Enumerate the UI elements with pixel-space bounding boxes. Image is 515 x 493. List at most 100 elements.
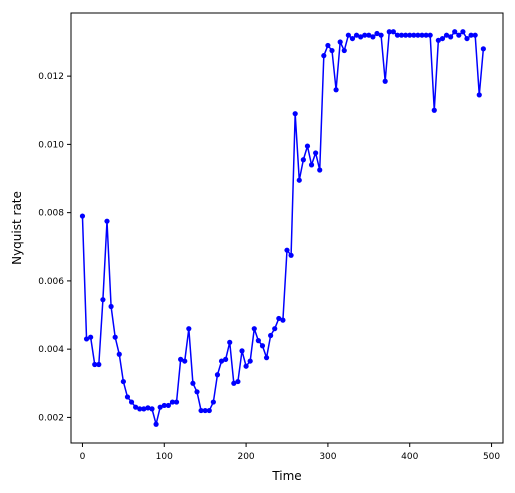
data-point bbox=[149, 406, 155, 412]
data-point bbox=[296, 177, 302, 183]
data-point bbox=[468, 32, 474, 38]
data-point bbox=[411, 32, 417, 38]
data-point bbox=[390, 29, 396, 35]
data-point bbox=[190, 380, 196, 386]
data-point bbox=[100, 297, 106, 303]
data-point bbox=[345, 32, 351, 38]
data-point bbox=[79, 213, 86, 219]
data-point bbox=[480, 46, 486, 52]
data-point bbox=[464, 35, 470, 42]
data-point bbox=[223, 356, 229, 362]
y-tick-label: 0.012 bbox=[38, 72, 64, 82]
data-point bbox=[448, 34, 454, 40]
data-point bbox=[370, 34, 376, 40]
data-point bbox=[435, 37, 441, 43]
data-point bbox=[141, 406, 147, 412]
axis-ticks: 0 100 200 300 400 500 0.002 0.004 0.006 0.008 0.01… bbox=[38, 72, 500, 462]
data-point bbox=[186, 326, 192, 332]
data-point bbox=[407, 32, 413, 38]
y-tick-label: 0.010 bbox=[38, 140, 64, 150]
data-point bbox=[272, 326, 278, 332]
data-point bbox=[83, 336, 90, 342]
data-point bbox=[423, 32, 429, 38]
data-point bbox=[198, 407, 204, 414]
data-point bbox=[460, 29, 466, 35]
data-point bbox=[247, 358, 253, 364]
x-tick-label: 0 bbox=[80, 452, 86, 462]
data-point bbox=[431, 107, 437, 113]
data-point bbox=[92, 361, 98, 368]
x-tick-label: 500 bbox=[483, 452, 500, 462]
data-point bbox=[214, 372, 221, 378]
data-point bbox=[194, 389, 200, 395]
data-point bbox=[419, 32, 425, 38]
data-point bbox=[276, 315, 282, 322]
data-point bbox=[243, 363, 249, 369]
series-layer bbox=[79, 29, 486, 427]
data-point bbox=[239, 348, 245, 354]
data-point bbox=[403, 32, 409, 38]
data-point bbox=[206, 407, 212, 414]
data-point bbox=[308, 162, 315, 168]
data-point bbox=[362, 32, 368, 38]
data-point bbox=[333, 87, 339, 93]
data-point bbox=[210, 399, 216, 405]
data-point bbox=[124, 394, 131, 400]
data-point bbox=[292, 111, 298, 117]
data-point bbox=[284, 247, 290, 253]
data-point bbox=[202, 407, 208, 414]
data-point bbox=[394, 32, 401, 38]
data-point bbox=[227, 339, 233, 345]
data-point bbox=[386, 29, 392, 35]
y-tick-label: 0.006 bbox=[38, 277, 64, 287]
data-point bbox=[358, 34, 364, 40]
data-point bbox=[133, 404, 139, 410]
data-point bbox=[325, 42, 331, 49]
data-point bbox=[300, 157, 306, 163]
data-point bbox=[116, 351, 122, 357]
data-point bbox=[218, 358, 225, 364]
data-point bbox=[268, 332, 274, 339]
data-point bbox=[415, 32, 421, 38]
data-point bbox=[259, 343, 266, 349]
y-tick-label: 0.008 bbox=[38, 209, 64, 219]
data-point bbox=[456, 32, 462, 38]
data-point bbox=[169, 399, 176, 405]
data-point bbox=[443, 32, 450, 38]
data-point bbox=[157, 404, 163, 410]
data-point bbox=[235, 378, 241, 385]
data-point bbox=[476, 92, 482, 98]
data-point bbox=[304, 143, 311, 149]
data-point bbox=[108, 303, 114, 310]
data-point bbox=[382, 78, 388, 84]
data-point bbox=[321, 53, 327, 59]
data-point bbox=[88, 334, 94, 340]
data-point bbox=[439, 35, 446, 42]
data-point bbox=[153, 421, 159, 427]
data-point bbox=[137, 406, 143, 412]
data-point bbox=[255, 338, 261, 344]
data-point bbox=[173, 399, 180, 405]
data-point bbox=[104, 218, 110, 224]
x-tick-label: 400 bbox=[401, 452, 418, 462]
data-point bbox=[112, 334, 118, 340]
data-point bbox=[427, 32, 433, 38]
plot-frame bbox=[70, 12, 504, 444]
data-point bbox=[96, 361, 102, 368]
data-point bbox=[178, 356, 184, 362]
x-tick-label: 200 bbox=[237, 452, 254, 462]
data-point bbox=[120, 378, 126, 385]
x-axis-label: Time bbox=[271, 469, 301, 483]
x-tick-label: 300 bbox=[319, 452, 336, 462]
y-tick-label: 0.002 bbox=[38, 413, 64, 423]
data-point bbox=[349, 35, 356, 42]
data-point bbox=[161, 402, 167, 409]
x-tick-label: 100 bbox=[156, 452, 173, 462]
y-tick-label: 0.004 bbox=[38, 345, 64, 355]
data-point bbox=[231, 380, 237, 386]
data-point bbox=[165, 402, 171, 409]
data-point bbox=[280, 317, 286, 323]
data-point bbox=[374, 30, 380, 37]
data-point bbox=[317, 167, 323, 173]
